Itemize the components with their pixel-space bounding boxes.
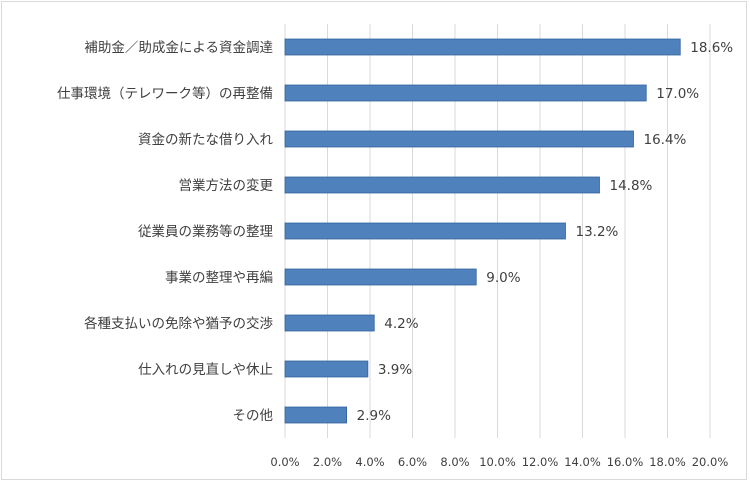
category-label: 仕事環境（テレワーク等）の再整備 [57, 85, 273, 102]
category-label: 営業方法の変更 [179, 177, 274, 194]
value-label: 18.6% [690, 40, 733, 56]
category-labels: 補助金／助成金による資金調達仕事環境（テレワーク等）の再整備資金の新たな借り入れ… [57, 40, 273, 424]
value-label: 9.0% [486, 270, 520, 286]
value-label: 17.0% [656, 86, 699, 102]
bar [284, 38, 681, 56]
category-label: 補助金／助成金による資金調達 [84, 40, 273, 56]
x-tick-label: 20.0% [692, 455, 729, 469]
x-tick-labels: 0.0% 2.0% 4.0% 6.0% 8.0% 10.0% 12.0% 14.0% 16.0%… [270, 455, 728, 469]
bar [284, 176, 600, 194]
value-label: 13.2% [576, 224, 619, 240]
category-label: 各種支払いの免除や猶予の交渉 [84, 315, 273, 332]
category-label: その他 [233, 408, 274, 424]
x-tick-label: 2.0% [313, 455, 342, 469]
x-tick-label: 18.0% [649, 455, 686, 469]
value-label: 14.8% [610, 178, 653, 194]
bar [284, 406, 347, 424]
category-label: 資金の新たな借り入れ [138, 132, 273, 148]
category-label: 事業の整理や再編 [165, 270, 273, 286]
bar [284, 314, 375, 332]
x-tick-label: 10.0% [479, 455, 516, 469]
bar [284, 130, 634, 148]
bar [284, 222, 566, 240]
x-tick-label: 4.0% [355, 455, 384, 469]
bars [284, 38, 681, 424]
value-label: 4.2% [384, 316, 418, 332]
x-tick-label: 16.0% [607, 455, 644, 469]
x-tick-label: 8.0% [440, 455, 469, 469]
value-label: 3.9% [378, 362, 412, 378]
x-tick-label: 12.0% [522, 455, 559, 469]
bar [284, 360, 369, 378]
bar [284, 84, 647, 102]
x-tick-label: 6.0% [398, 455, 427, 469]
category-label: 従業員の業務等の整理 [138, 223, 273, 240]
category-label: 仕入れの見直しや休止 [138, 362, 273, 378]
bar [284, 268, 477, 286]
value-label: 16.4% [644, 132, 687, 148]
value-labels: 18.6% 17.0% 16.4% 14.8% 13.2% 9.0% 4.2% 3.9% 2.9… [357, 40, 734, 424]
x-tick-label: 0.0% [270, 455, 299, 469]
value-label: 2.9% [357, 408, 391, 424]
x-tick-label: 14.0% [564, 455, 601, 469]
